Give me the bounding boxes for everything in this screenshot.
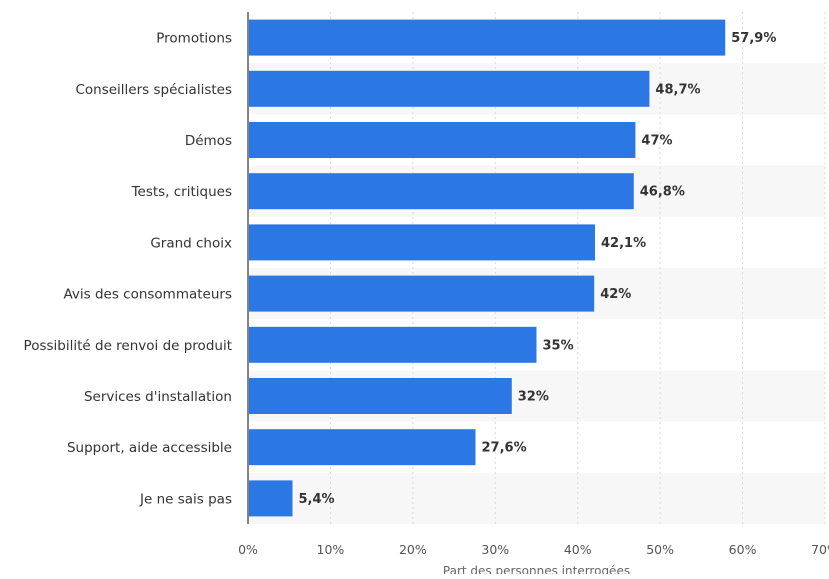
value-label: 27,6% — [482, 441, 527, 456]
value-label: 32% — [518, 390, 549, 405]
category-label: Promotions — [156, 31, 232, 47]
value-label: 42,1% — [601, 236, 646, 251]
category-label: Grand choix — [150, 235, 232, 251]
bar[interactable] — [249, 173, 634, 210]
x-tick-label: 70% — [811, 542, 829, 557]
category-label: Je ne sais pas — [139, 491, 232, 507]
category-label: Tests, critiques — [131, 184, 232, 200]
x-axis-ticks: 0% 10% 20% 30% 40% 50% 60% 70% — [238, 542, 829, 557]
x-tick-label: 20% — [399, 542, 427, 557]
category-label: Possibilité de renvoi de produit — [24, 338, 232, 354]
category-label: Support, aide accessible — [67, 440, 232, 456]
value-label: 48,7% — [655, 82, 700, 97]
category-label: Avis des consommateurs — [63, 287, 232, 303]
x-axis-title: Part des personnes interrogées — [443, 564, 630, 574]
bar[interactable] — [249, 275, 595, 312]
category-label: Conseillers spécialistes — [75, 82, 232, 98]
bar[interactable] — [249, 378, 512, 414]
value-label: 47% — [641, 134, 672, 149]
value-label: 57,9% — [731, 31, 776, 46]
category-label: Démos — [185, 133, 232, 149]
x-tick-label: 30% — [481, 542, 509, 557]
row-band — [248, 472, 825, 524]
bars — [249, 19, 726, 517]
value-label: 42% — [600, 287, 631, 302]
bar[interactable] — [249, 480, 293, 517]
bar[interactable] — [249, 19, 726, 56]
bar[interactable] — [249, 326, 537, 363]
category-label: Services d'installation — [84, 389, 232, 405]
value-label: 46,8% — [640, 185, 685, 200]
value-label: 35% — [543, 338, 574, 353]
value-label: 5,4% — [299, 492, 335, 507]
bar[interactable] — [249, 122, 636, 158]
bar[interactable] — [249, 224, 596, 261]
bar[interactable] — [249, 429, 476, 466]
x-tick-label: 0% — [238, 542, 258, 557]
x-tick-label: 60% — [729, 542, 757, 557]
value-labels: 57,9% 48,7% 47% 46,8% 42,1% 42% 35% 32% 27,6% 5,4… — [299, 31, 777, 507]
x-tick-label: 50% — [646, 542, 674, 557]
category-labels: Promotions Conseillers spécialistes Démos T… — [24, 31, 232, 508]
x-tick-label: 10% — [317, 542, 345, 557]
x-tick-label: 40% — [564, 542, 592, 557]
bar[interactable] — [249, 70, 650, 107]
